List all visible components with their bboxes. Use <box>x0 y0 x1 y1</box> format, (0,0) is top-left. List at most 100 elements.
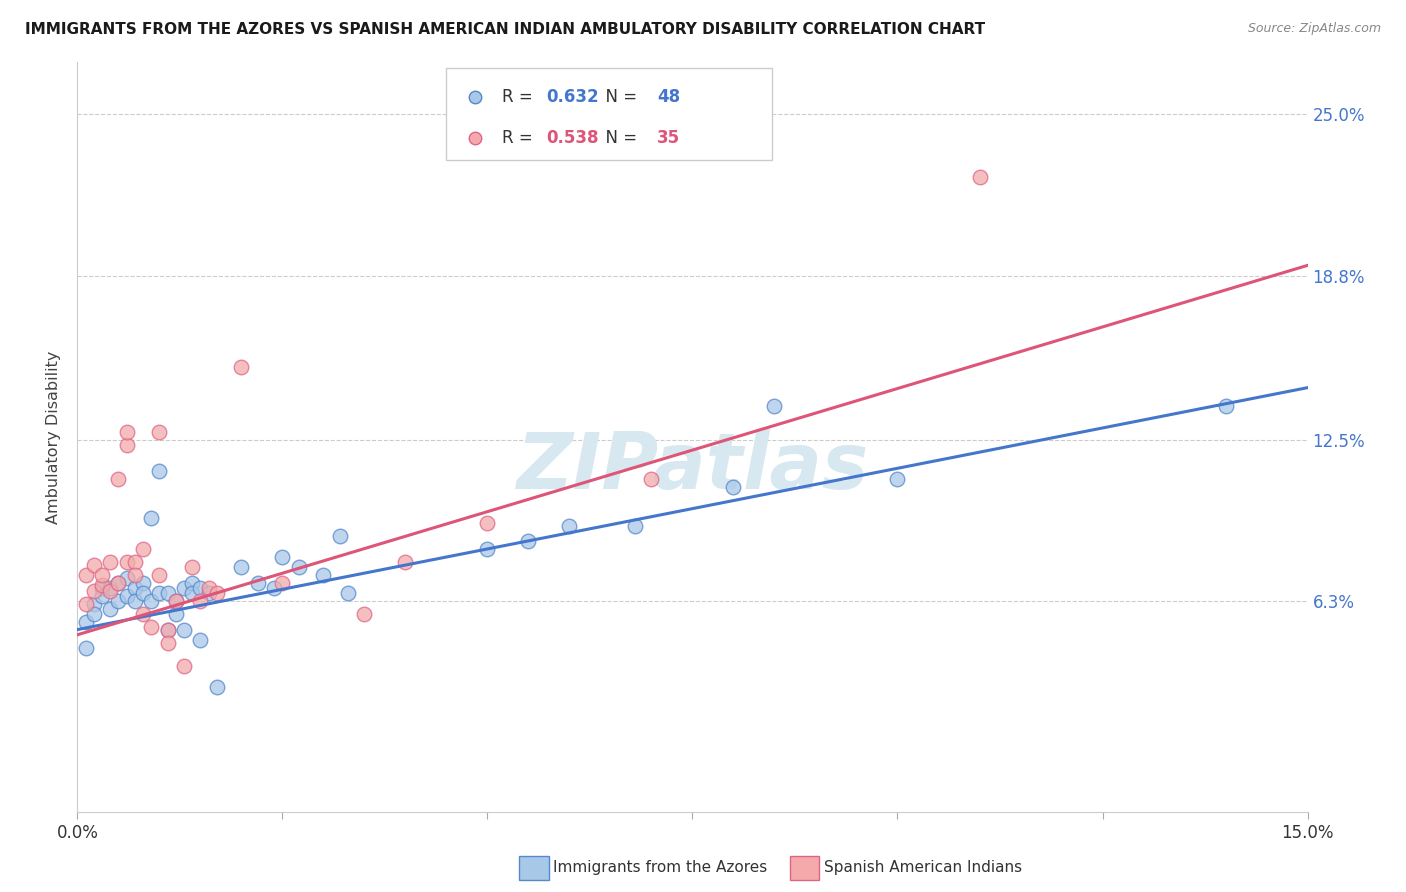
Point <box>83 607 105 621</box>
FancyBboxPatch shape <box>790 856 820 880</box>
Point <box>75 640 97 655</box>
Point <box>148 568 170 582</box>
Point <box>231 359 253 374</box>
Text: 48: 48 <box>657 88 681 106</box>
Text: N =: N = <box>595 128 643 146</box>
Text: Spanish American Indians: Spanish American Indians <box>824 860 1022 875</box>
Point <box>197 586 219 600</box>
Text: 0.538: 0.538 <box>546 128 599 146</box>
Text: ZIPatlas: ZIPatlas <box>516 429 869 505</box>
Point <box>124 581 146 595</box>
Point <box>181 586 204 600</box>
Point <box>90 581 114 595</box>
Point <box>886 472 908 486</box>
Point <box>173 659 195 673</box>
Point <box>337 586 360 600</box>
Point <box>107 575 129 590</box>
Point <box>271 549 294 564</box>
Point <box>288 560 311 574</box>
Point <box>156 623 179 637</box>
Text: IMMIGRANTS FROM THE AZORES VS SPANISH AMERICAN INDIAN AMBULATORY DISABILITY CORR: IMMIGRANTS FROM THE AZORES VS SPANISH AM… <box>25 22 986 37</box>
Point <box>263 581 285 595</box>
Point <box>723 479 745 493</box>
Y-axis label: Ambulatory Disability: Ambulatory Disability <box>46 351 62 524</box>
Text: 0.632: 0.632 <box>546 88 599 106</box>
Point <box>231 560 253 574</box>
Point <box>353 607 375 621</box>
Text: R =: R = <box>502 128 537 146</box>
Point <box>83 583 105 598</box>
Text: R =: R = <box>502 88 537 106</box>
Point <box>205 586 228 600</box>
Point <box>624 518 647 533</box>
FancyBboxPatch shape <box>519 856 548 880</box>
Point <box>156 635 179 649</box>
Point <box>115 438 138 452</box>
Point <box>115 571 138 585</box>
Point <box>188 581 212 595</box>
Point <box>763 399 786 413</box>
Point <box>83 597 105 611</box>
Point <box>148 586 170 600</box>
Point <box>132 586 155 600</box>
Point <box>107 472 129 486</box>
Point <box>75 615 97 629</box>
Text: Immigrants from the Azores: Immigrants from the Azores <box>554 860 768 875</box>
Point <box>188 633 212 648</box>
Point <box>148 425 170 439</box>
Point <box>640 472 662 486</box>
Point <box>115 425 138 439</box>
Text: Source: ZipAtlas.com: Source: ZipAtlas.com <box>1247 22 1381 36</box>
Point <box>90 589 114 603</box>
Point <box>1215 399 1237 413</box>
Point <box>165 594 187 608</box>
Point <box>969 169 991 184</box>
Point <box>124 555 146 569</box>
Point <box>115 589 138 603</box>
Point <box>141 620 163 634</box>
Point <box>246 575 269 590</box>
Point <box>90 578 114 592</box>
Point <box>141 510 163 524</box>
Point <box>181 575 204 590</box>
Point <box>165 607 187 621</box>
Point <box>83 558 105 572</box>
Point <box>98 583 121 598</box>
Point <box>517 534 540 549</box>
Point <box>197 581 219 595</box>
Point <box>558 518 581 533</box>
Point <box>124 594 146 608</box>
Point <box>107 594 129 608</box>
Point <box>205 680 228 694</box>
Point <box>173 581 195 595</box>
Point <box>75 597 97 611</box>
Point <box>148 464 170 478</box>
Point <box>329 529 352 543</box>
Point <box>132 541 155 556</box>
Point <box>124 568 146 582</box>
Point <box>132 575 155 590</box>
Point <box>115 555 138 569</box>
Point <box>141 594 163 608</box>
Point <box>132 607 155 621</box>
Point <box>98 555 121 569</box>
Point <box>165 594 187 608</box>
Point <box>107 575 129 590</box>
Point <box>394 555 416 569</box>
Point <box>90 568 114 582</box>
Point <box>181 560 204 574</box>
Point <box>98 581 121 595</box>
Point <box>271 575 294 590</box>
Text: 35: 35 <box>657 128 681 146</box>
Point <box>156 586 179 600</box>
Point <box>75 568 97 582</box>
Point <box>188 594 212 608</box>
Text: N =: N = <box>595 88 643 106</box>
FancyBboxPatch shape <box>447 69 772 160</box>
Point <box>156 623 179 637</box>
Point <box>98 602 121 616</box>
Point <box>477 516 499 530</box>
Point <box>312 568 335 582</box>
Point <box>173 623 195 637</box>
Point <box>477 541 499 556</box>
